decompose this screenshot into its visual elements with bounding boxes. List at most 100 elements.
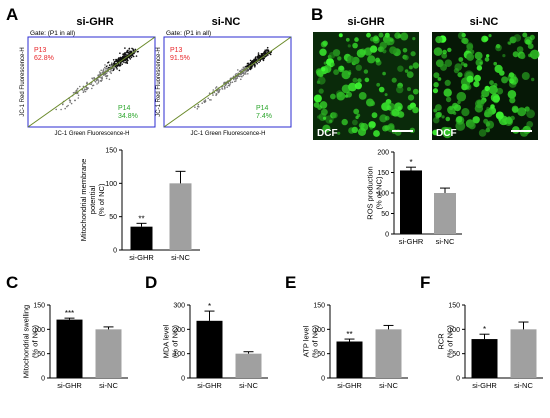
flow-dot (96, 83, 98, 85)
flow-xlabel: JC-1 Green Fluorescence-H (190, 131, 265, 137)
fluorescent-cell (338, 33, 343, 38)
flow-dot (233, 78, 235, 81)
flow-dot (113, 62, 116, 64)
fluorescent-cell (484, 109, 493, 118)
fluorescent-cell (512, 126, 520, 134)
flow-dot (246, 62, 249, 65)
fluorescent-cell (433, 82, 439, 88)
flow-p13-value: 62.8% (34, 55, 54, 62)
flow-diagonal (163, 36, 292, 128)
micro-stain-label: DCF (436, 128, 457, 139)
y-tick-label: 100 (33, 327, 45, 334)
flow-dot (258, 54, 261, 57)
fluorescent-cell (316, 69, 324, 77)
fluorescent-cell (456, 91, 467, 102)
significance-marker: * (409, 158, 412, 167)
fluorescent-cell (347, 71, 352, 76)
fluorescent-cell (397, 65, 404, 72)
flow-dot (108, 78, 111, 81)
fluorescent-cell (400, 32, 409, 41)
fluorescent-cell (354, 82, 362, 90)
fluorescent-cell (494, 64, 503, 73)
flow-dot (259, 56, 261, 59)
fluorescent-cell (432, 129, 439, 136)
fluorescent-cell (489, 80, 494, 86)
flow-dot (267, 54, 269, 56)
flow-dot (97, 82, 100, 84)
fluorescent-cell (318, 88, 324, 94)
y-tick-label: 150 (105, 148, 117, 155)
y-tick-label: 50 (317, 351, 325, 358)
fluorescent-cell (404, 69, 409, 73)
fluorescent-cell (461, 108, 470, 117)
fluorescent-cell (347, 44, 351, 48)
significance-marker: *** (65, 309, 74, 318)
flow-dot (215, 93, 218, 95)
flow-dot (218, 90, 220, 92)
flow-dot (240, 78, 242, 81)
fluorescent-cell (322, 124, 331, 133)
flow-dot (74, 99, 76, 102)
flow-dot (269, 53, 272, 56)
fluorescent-cell (337, 131, 341, 135)
flow-dot (104, 64, 106, 66)
fluorescent-cell (437, 77, 442, 81)
flow-dot (248, 63, 250, 66)
x-category-label: si-NC (171, 253, 190, 262)
flow-dot (86, 82, 88, 85)
fluorescent-cell (379, 114, 388, 123)
fluorescent-cell (495, 44, 501, 49)
fluorescent-cell (526, 121, 534, 128)
flow-dot (227, 82, 230, 85)
fluorescent-cell (345, 37, 350, 42)
y-axis-label: MDA level (162, 324, 171, 358)
flow-dot (254, 59, 256, 61)
flow-dot (72, 92, 75, 94)
flow-p14-value: 7.4% (256, 113, 272, 120)
flow-dot (116, 61, 119, 63)
flow-dot (136, 50, 139, 53)
flow-gate-label: Gate: (P1 in all) (166, 30, 211, 37)
flow-dot (87, 87, 89, 89)
flow-dot (129, 50, 132, 53)
fluorescent-cell (475, 99, 484, 109)
fluorescent-cell (474, 51, 483, 60)
flow-dot (125, 61, 127, 64)
fluorescent-cell (313, 94, 322, 103)
flow-dot (252, 61, 254, 63)
flow-dot (64, 107, 66, 110)
y-tick-label: 50 (452, 351, 460, 358)
bar (471, 339, 498, 378)
y-axis-label: ROS production (366, 166, 375, 219)
bar (434, 193, 456, 234)
flow-gate-label: Gate: (P1 in all) (30, 30, 75, 37)
fluorescent-cell (364, 77, 370, 83)
fluorescent-cell (526, 109, 535, 119)
bar-chart-b: 0 50 100 150 200 ROS production (% of NC) * si-G… (366, 150, 462, 246)
flow-dot (116, 65, 119, 67)
flow-dot (266, 48, 268, 51)
fluorescent-cell (432, 88, 439, 94)
fluorescent-cell (369, 126, 373, 130)
fluorescent-cell (509, 97, 516, 104)
flow-dot (104, 66, 106, 69)
flow-dot (114, 65, 117, 68)
fluorescent-cell (496, 87, 504, 95)
fluorescent-cell (460, 61, 465, 66)
flow-dot (82, 85, 85, 88)
fluorescent-cell (331, 112, 338, 119)
flow-dot (86, 88, 88, 91)
fluorescent-cell (435, 112, 442, 119)
fluorescent-cell (354, 37, 359, 42)
y-axis-label: (% of NC) (31, 325, 40, 358)
flow-title: si-NC (212, 16, 241, 28)
fluorescent-cell (435, 104, 442, 111)
fluorescent-cell (478, 129, 487, 137)
fluorescent-cell (321, 67, 326, 72)
flow-dot (84, 90, 87, 93)
flow-dot (225, 83, 227, 86)
bar (235, 353, 262, 378)
flow-dot (69, 99, 72, 102)
flow-dot (115, 60, 117, 62)
x-category-label: si-GHR (472, 381, 497, 390)
